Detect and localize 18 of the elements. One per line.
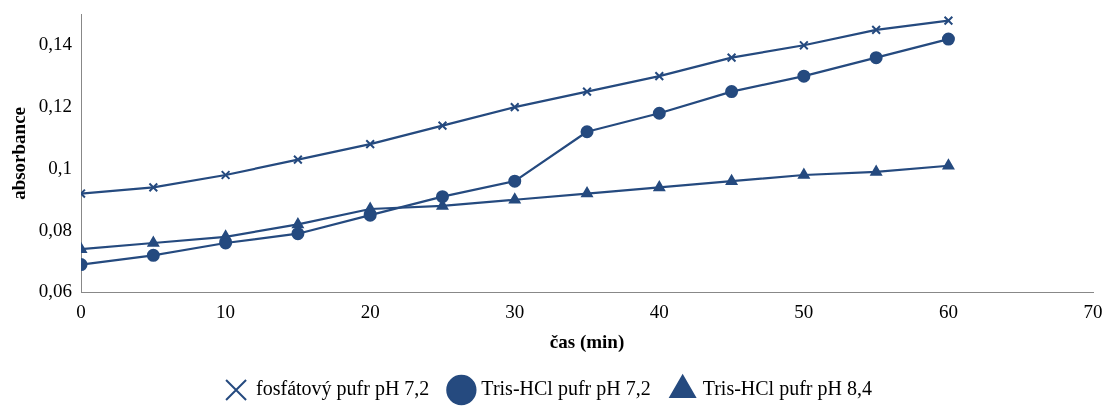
x-tick-label: 60	[938, 300, 958, 322]
y-tick-label: 0,12	[38, 95, 73, 117]
x-tick-label: 20	[360, 300, 380, 322]
legend-label: fosfátový pufr pH 7,2	[256, 377, 430, 401]
y-tick-label: 0,1	[48, 156, 73, 178]
y-tick-label: 0,08	[38, 218, 73, 240]
y-tick-label: 0,14	[38, 33, 73, 55]
x-tick-label: 30	[505, 300, 525, 322]
legend-label: Tris-HCl pufr pH 7,2	[481, 377, 651, 401]
y-axis-title: absorbance	[8, 106, 30, 200]
x-tick-label: 40	[649, 300, 669, 322]
x-tick-label: 0	[76, 300, 86, 322]
x-axis-title: čas (min)	[549, 330, 625, 353]
x-tick-label: 10	[216, 300, 236, 322]
legend-label: Tris-HCl pufr pH 8,4	[702, 377, 872, 401]
x-tick-label: 50	[794, 300, 814, 322]
y-tick-label: 0,06	[38, 280, 73, 302]
x-tick-label: 70	[1083, 300, 1103, 322]
